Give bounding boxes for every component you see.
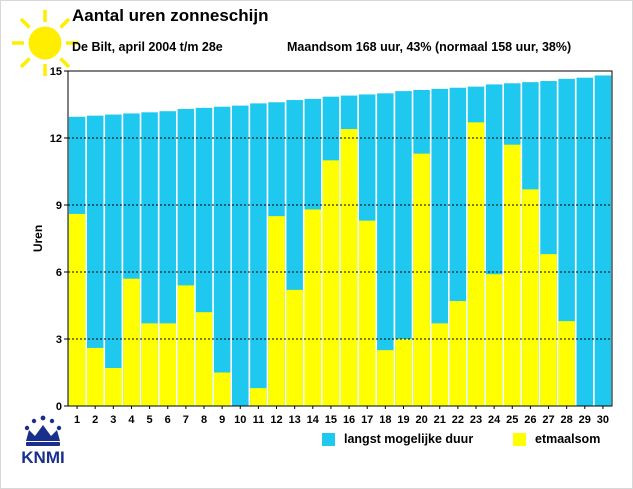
x-tick-label-3: 3 (110, 414, 116, 426)
chart-summary: Maandsom 168 uur, 43% (normaal 158 uur, … (287, 40, 572, 54)
bar-possible-day-9 (213, 106, 231, 406)
x-tick-label-6: 6 (165, 414, 171, 426)
x-tick-label-18: 18 (379, 414, 391, 426)
bar-actual-day-11 (250, 388, 267, 406)
y-tick-label-6: 6 (56, 267, 62, 279)
x-tick-label-20: 20 (415, 414, 427, 426)
bar-actual-day-21 (431, 323, 448, 406)
x-tick-label-10: 10 (234, 414, 246, 426)
legend-label-possible: langst mogelijke duur (344, 432, 474, 446)
chart-subtitle: De Bilt, april 2004 t/m 28e (72, 40, 223, 54)
bar-actual-day-6 (159, 323, 176, 406)
bar-actual-day-1 (68, 213, 86, 406)
y-axis-label: Uren (31, 225, 45, 252)
x-tick-label-26: 26 (524, 414, 536, 426)
x-tick-label-1: 1 (74, 414, 80, 426)
bar-actual-day-22 (449, 301, 467, 406)
x-tick-label-19: 19 (397, 414, 409, 426)
bar-actual-day-5 (141, 323, 158, 406)
x-tick-label-11: 11 (253, 414, 265, 426)
bar-actual-day-4 (123, 278, 140, 406)
bar-possible-day-29 (576, 77, 594, 406)
bar-possible-day-10 (232, 105, 249, 406)
bar-possible-day-30 (594, 75, 612, 406)
chart-title: Aantal uren zonneschijn (72, 6, 269, 25)
bar-actual-day-24 (485, 274, 503, 406)
y-tick-label-0: 0 (56, 401, 62, 413)
bar-possible-day-3 (105, 114, 122, 407)
bar-actual-day-19 (395, 339, 412, 406)
bar-actual-day-17 (358, 220, 376, 406)
legend-item-actual: etmaalsom (513, 432, 600, 446)
bar-possible-day-2 (86, 115, 104, 407)
bar-actual-day-23 (467, 122, 485, 406)
x-tick-label-28: 28 (561, 414, 573, 426)
sun-icon (12, 10, 78, 76)
knmi-crown-logo (24, 415, 62, 446)
x-tick-label-23: 23 (470, 414, 482, 426)
x-tick-label-8: 8 (201, 414, 207, 426)
x-tick-label-2: 2 (92, 414, 98, 426)
x-tick-label-29: 29 (579, 414, 591, 426)
bar-actual-day-15 (322, 160, 340, 406)
legend-swatch-actual (513, 432, 526, 446)
x-tick-label-13: 13 (289, 414, 301, 426)
x-tick-label-16: 16 (343, 414, 355, 426)
x-tick-label-5: 5 (147, 414, 153, 426)
x-tick-label-30: 30 (597, 414, 609, 426)
bar-actual-day-9 (213, 372, 231, 406)
x-tick-label-12: 12 (270, 414, 282, 426)
bar-possible-day-19 (395, 91, 412, 406)
bar-actual-day-14 (304, 209, 322, 406)
x-tick-label-25: 25 (506, 414, 518, 426)
x-tick-label-15: 15 (325, 414, 337, 426)
bar-actual-day-28 (558, 321, 575, 406)
x-tick-label-22: 22 (452, 414, 464, 426)
bar-actual-day-20 (413, 153, 430, 406)
bar-possible-day-11 (250, 103, 267, 406)
bar-actual-day-8 (195, 312, 213, 406)
plot-area (68, 71, 612, 406)
legend-swatch-possible (322, 432, 335, 446)
y-tick-label-15: 15 (50, 66, 62, 78)
legend-label-actual: etmaalsom (535, 432, 601, 446)
x-tick-label-9: 9 (219, 414, 225, 426)
x-tick-label-17: 17 (361, 414, 373, 426)
bar-actual-day-26 (522, 189, 539, 406)
bar-actual-day-25 (504, 144, 521, 406)
x-tick-label-7: 7 (183, 414, 189, 426)
bar-actual-day-2 (86, 347, 104, 406)
y-tick-label-3: 3 (56, 334, 62, 346)
knmi-logo: KNMI (21, 415, 65, 466)
x-tick-label-27: 27 (542, 414, 554, 426)
y-tick-label-12: 12 (50, 133, 62, 145)
bar-actual-day-7 (177, 285, 195, 406)
x-tick-label-4: 4 (128, 414, 135, 426)
x-tick-label-21: 21 (434, 414, 446, 426)
bar-actual-day-18 (377, 350, 394, 406)
bar-actual-day-27 (540, 254, 557, 406)
knmi-logo-text: KNMI (21, 448, 64, 466)
bar-actual-day-13 (286, 289, 303, 406)
bar-actual-day-3 (105, 368, 122, 406)
bar-actual-day-12 (268, 216, 285, 406)
legend-item-possible: langst mogelijke duur (322, 432, 473, 446)
x-tick-label-14: 14 (307, 414, 320, 426)
x-tick-label-24: 24 (488, 414, 501, 426)
bar-actual-day-16 (340, 129, 358, 407)
plot-frame (67, 70, 613, 407)
y-tick-label-9: 9 (56, 200, 62, 212)
bar-possible-day-18 (377, 93, 394, 406)
